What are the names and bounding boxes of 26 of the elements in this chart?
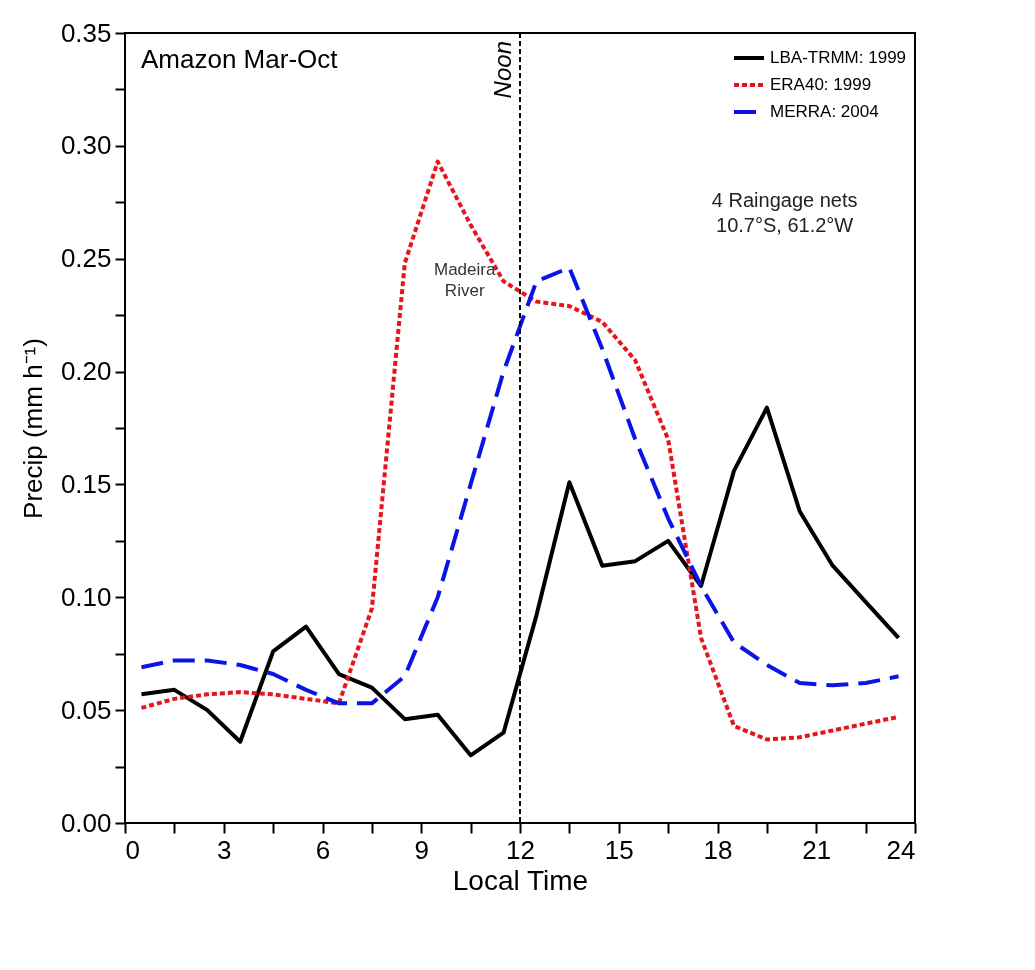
annotation: Madeira River: [433, 260, 496, 301]
annotation: 4 Raingage nets 10.7°S, 61.2°W: [711, 189, 858, 236]
y-axis-title: Precip (mm h⁻¹): [17, 338, 48, 519]
y-tick-label: 0.00: [60, 807, 112, 838]
y-tick-label: 0.15: [60, 468, 112, 499]
x-tick-label: 18: [703, 834, 733, 865]
x-tick-label: 3: [217, 834, 232, 865]
annotation: Amazon Mar-Oct: [141, 44, 339, 74]
x-tick-label: 24: [886, 834, 916, 865]
y-tick-label: 0.35: [60, 17, 112, 48]
ref-line-label: Noon: [489, 41, 516, 99]
x-tick-label: 15: [604, 834, 634, 865]
y-tick-label: 0.10: [60, 581, 112, 612]
y-tick-label: 0.25: [60, 243, 112, 274]
x-tick-label: 6: [315, 834, 331, 865]
legend-label: ERA40: 1999: [770, 75, 872, 94]
x-tick-label: 0: [125, 834, 140, 865]
x-tick-label: 9: [414, 834, 429, 865]
x-tick-label: 21: [802, 834, 832, 865]
x-axis-title: Local Time: [452, 864, 589, 896]
y-tick-label: 0.05: [60, 694, 112, 725]
x-tick-label: 12: [506, 834, 535, 865]
legend-label: MERRA: 2004: [770, 102, 879, 121]
legend-label: LBA-TRMM: 1999: [770, 48, 907, 67]
y-tick-label: 0.30: [60, 130, 112, 161]
y-tick-label: 0.20: [60, 356, 112, 387]
